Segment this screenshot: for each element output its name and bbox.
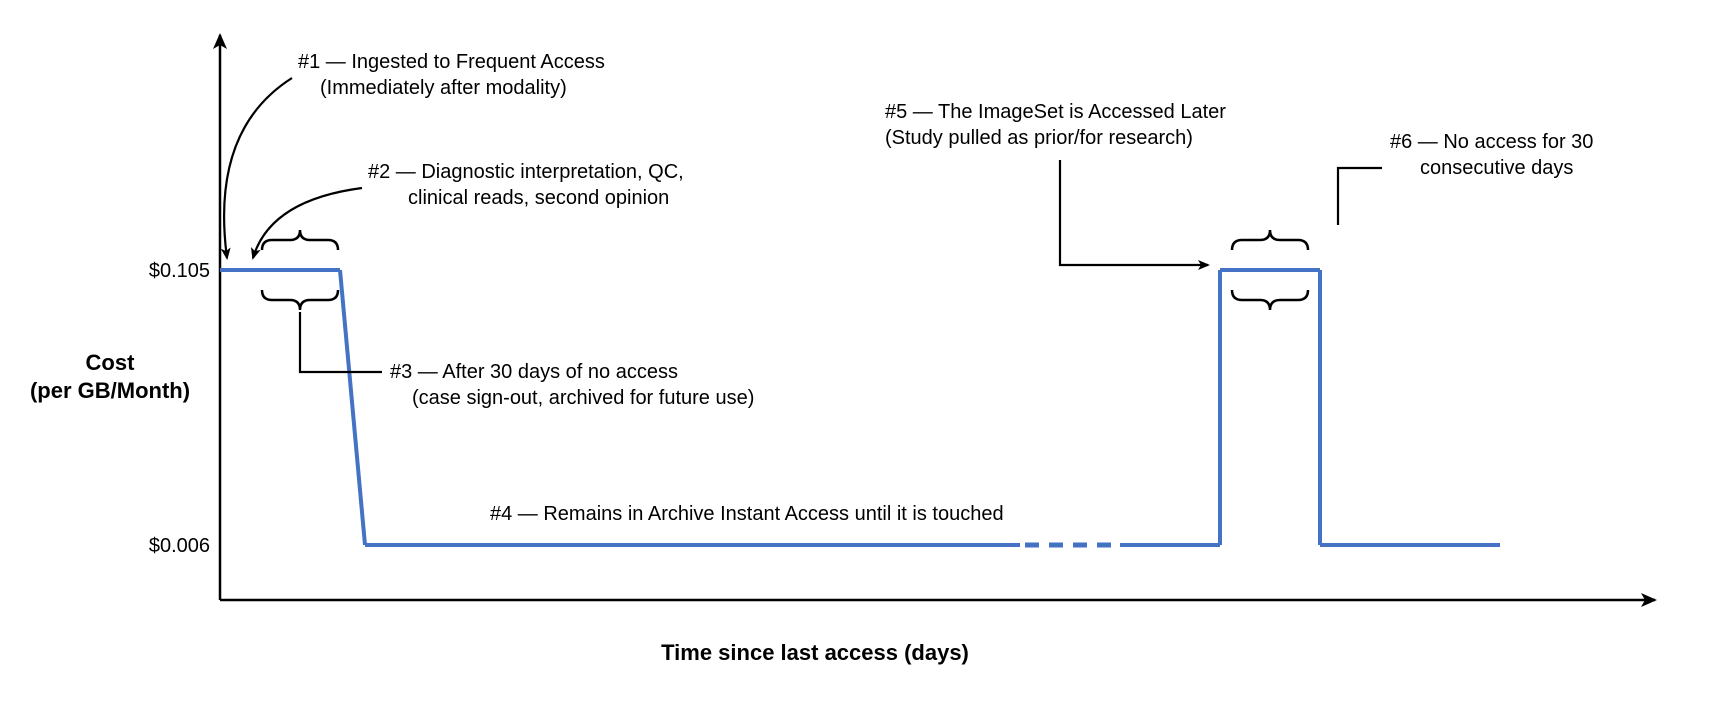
connector-annot-6 (1338, 168, 1382, 225)
arrow-annot-2 (253, 188, 362, 258)
annot-3-line1: #3 — After 30 days of no access (390, 361, 678, 383)
x-axis-label: Time since last access (days) (661, 640, 969, 665)
connector-annot-3 (300, 312, 382, 372)
annot-1-line1: #1 — Ingested to Frequent Access (298, 51, 605, 73)
annot-6-line2: consecutive days (1420, 157, 1573, 179)
y-axis-label-line1: Cost (86, 350, 136, 375)
annot-3-line2: (case sign-out, archived for future use) (412, 387, 754, 409)
brace-bottom-region5 (1232, 290, 1308, 310)
brace-top-region2 (262, 230, 338, 250)
annot-5-line2: (Study pulled as prior/for research) (885, 127, 1193, 149)
arrow-annot-1 (224, 78, 292, 258)
annot-6-line1: #6 — No access for 30 (1390, 131, 1593, 153)
annot-2-line2: clinical reads, second opinion (408, 187, 669, 209)
annot-4-line1: #4 — Remains in Archive Instant Access u… (490, 503, 1004, 525)
brace-bottom-region3 (262, 290, 338, 310)
arrow-annot-5 (1060, 160, 1208, 265)
ytick-high: $0.105 (149, 260, 210, 282)
annot-1-line2: (Immediately after modality) (320, 77, 567, 99)
annot-2-line1: #2 — Diagnostic interpretation, QC, (368, 161, 684, 183)
brace-top-region6 (1232, 230, 1308, 250)
annot-5-line1: #5 — The ImageSet is Accessed Later (885, 101, 1226, 123)
cost-lifecycle-diagram: $0.105 $0.006 Cost (per GB/Month) Time s… (0, 0, 1714, 704)
y-axis-label-line2: (per GB/Month) (30, 378, 190, 403)
ytick-low: $0.006 (149, 535, 210, 557)
